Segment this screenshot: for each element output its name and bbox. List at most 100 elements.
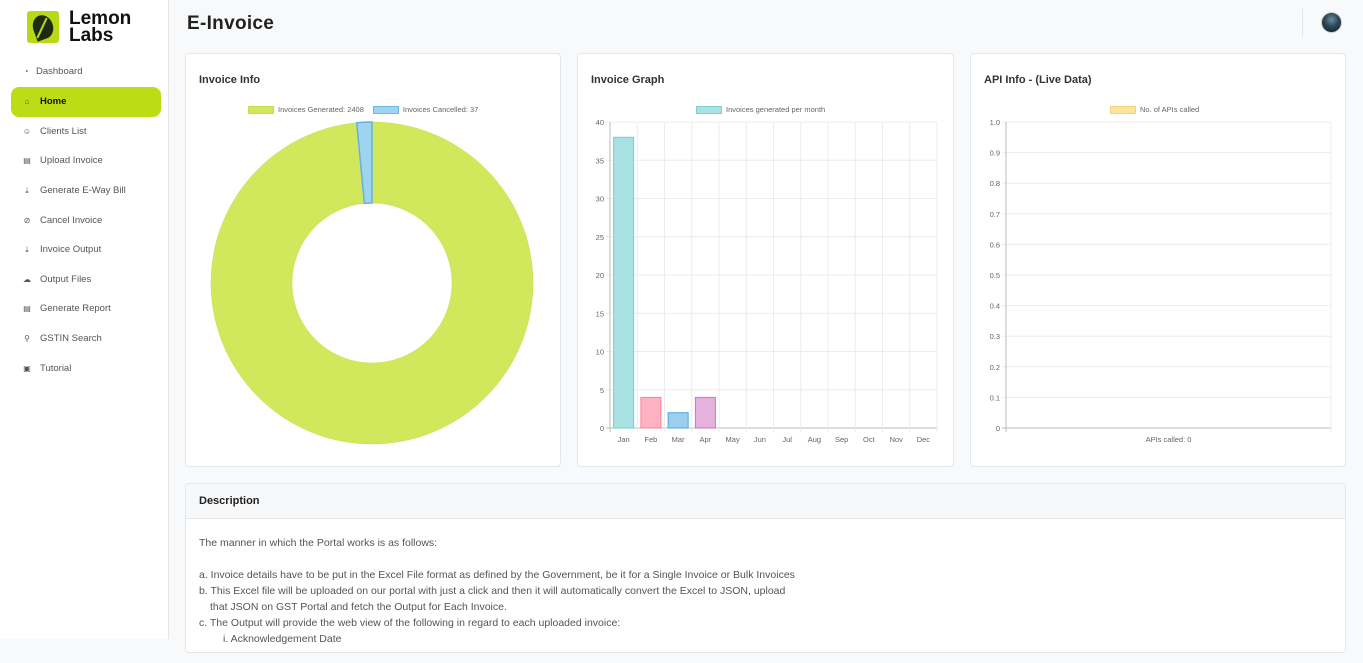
gauge-icon: ◔: [23, 67, 29, 77]
sidebar-item-gstin-search[interactable]: ⚲ GSTIN Search: [11, 324, 161, 354]
x-tick-label: May: [726, 435, 740, 444]
x-tick-label: Oct: [863, 435, 876, 444]
y-tick-label: 0.1: [990, 393, 1000, 402]
x-tick-label: Feb: [644, 435, 657, 444]
sidebar-item-label: Output Files: [40, 273, 92, 285]
y-tick-label: 0.7: [990, 210, 1000, 219]
api-info-card: API Info - (Live Data) No. of APIs calle…: [970, 53, 1346, 467]
legend-label-cancelled: Invoices Cancelled: 37: [402, 105, 479, 114]
chart-legend: No. of APIs called: [1110, 105, 1199, 114]
bar-jan: [613, 136, 635, 429]
x-tick-label: Apr: [700, 435, 712, 444]
x-tick-label: Nov: [889, 435, 903, 444]
y-tick-label: 0.3: [990, 332, 1000, 341]
sidebar-item-label: Dashboard: [36, 66, 83, 78]
card-title: API Info - (Live Data): [984, 74, 1092, 86]
y-tick-label: 0.8: [990, 179, 1000, 188]
invoice-donut-chart: [210, 121, 534, 445]
y-tick-label: 0.5: [990, 271, 1000, 280]
api-bar-chart: 0 0.1 0.2 0.3 0.4 0.5 0.6 0.7 0.8 0.9 1.0 APIs call…: [990, 118, 1332, 444]
sidebar-item-label: Home: [40, 96, 67, 108]
download-icon: ⤓: [25, 185, 29, 195]
y-tick-label: 25: [596, 233, 604, 242]
description-point-a: a. Invoice details have to be put in the…: [199, 569, 795, 581]
sidebar-item-generate-report[interactable]: ▤ Generate Report: [11, 294, 161, 324]
y-tick-label: 0.4: [990, 302, 1000, 311]
bar-apr: [694, 396, 716, 429]
legend-label-generated: Invoices Generated: 2408: [278, 105, 364, 114]
bar-feb: [640, 396, 662, 429]
x-tick-label: Sep: [835, 435, 848, 444]
sidebar-item-cancel-invoice[interactable]: ⊘ Cancel Invoice: [11, 205, 161, 235]
x-tick-label: Mar: [672, 435, 685, 444]
y-tick-label: 20: [596, 271, 604, 280]
invoice-info-card: Invoice Info Invoices Generated: 2408 In…: [185, 53, 561, 467]
card-title: Invoice Graph: [591, 74, 665, 86]
sidebar-item-invoice-output[interactable]: ⤓ Invoice Output: [11, 235, 161, 265]
x-tick-label: APIs called: 0: [1146, 435, 1192, 444]
legend-label: No. of APIs called: [1140, 105, 1200, 114]
page-title: E-Invoice: [187, 13, 275, 34]
sidebar-item-label: Generate Report: [40, 303, 111, 315]
users-icon: ☺: [22, 126, 32, 136]
chart-legend: Invoices Generated: 2408 Invoices Cancel…: [248, 105, 478, 114]
sidebar-item-dashboard[interactable]: ◔ Dashboard: [11, 57, 161, 87]
donut-slice-1: [355, 121, 373, 205]
y-tick-label: 0.9: [990, 149, 1000, 158]
sidebar-item-label: Tutorial: [40, 362, 72, 374]
sidebar-item-label: Clients List: [40, 125, 87, 137]
description-card: Description The manner in which the Port…: [185, 483, 1346, 653]
topbar: E-Invoice: [169, 0, 1363, 50]
brand-name-line2: Labs: [69, 25, 114, 46]
search-icon: ⚲: [24, 334, 30, 344]
legend-label: Invoices generated per month: [726, 105, 826, 114]
legend-swatch[interactable]: [696, 105, 722, 114]
y-tick-label: 5: [600, 386, 604, 395]
y-tick-label: 0: [996, 424, 1000, 433]
file-icon: ▤: [23, 304, 31, 314]
y-tick-label: 0: [600, 424, 604, 433]
sidebar-item-tutorial[interactable]: ▣ Tutorial: [11, 353, 161, 383]
x-tick-label: Jun: [754, 435, 766, 444]
cloud-icon: ☁: [23, 274, 31, 284]
sidebar-item-generate-eway-bill[interactable]: ⤓ Generate E-Way Bill: [11, 176, 161, 206]
topbar-divider: [1302, 9, 1303, 37]
y-tick-label: 15: [596, 309, 604, 318]
sidebar-item-label: Upload Invoice: [40, 155, 103, 167]
description-point-b: b. This Excel file will be uploaded on o…: [199, 585, 786, 597]
y-tick-label: 1.0: [990, 118, 1000, 127]
sidebar-item-upload-invoice[interactable]: ▤ Upload Invoice: [11, 146, 161, 176]
description-title: Description: [186, 484, 1345, 519]
sidebar: Lemon Labs ◔ Dashboard ⌂ Home ☺ Clients Lis…: [0, 0, 169, 639]
invoice-bar-chart: 0 5 10 15 20 25 30 35 40 Jan Feb Mar Apr May Jun Jul Aug…: [596, 118, 938, 444]
brand-name-line1: Lemon: [69, 8, 132, 29]
chart-legend: Invoices generated per month: [696, 105, 825, 114]
description-intro: The manner in which the Portal works is …: [199, 537, 438, 549]
sidebar-item-label: Cancel Invoice: [40, 214, 103, 226]
home-icon: ⌂: [24, 97, 30, 107]
y-tick-label: 0.6: [990, 240, 1000, 249]
x-tick-label: Jul: [782, 435, 792, 444]
brand-logo[interactable]: Lemon Labs: [27, 8, 132, 46]
file-icon: ▤: [23, 156, 31, 166]
legend-swatch-cancelled[interactable]: [372, 105, 399, 114]
legend-swatch-generated[interactable]: [248, 105, 274, 114]
y-tick-label: 40: [596, 118, 604, 127]
sidebar-item-label: Invoice Output: [40, 244, 102, 256]
x-tick-label: Aug: [808, 435, 821, 444]
sidebar-item-clients-list[interactable]: ☺ Clients List: [11, 117, 161, 147]
sidebar-item-label: Generate E-Way Bill: [40, 185, 126, 197]
user-avatar[interactable]: [1321, 12, 1342, 33]
legend-swatch[interactable]: [1110, 105, 1136, 114]
x-tick-label: Jan: [618, 435, 630, 444]
description-body: The manner in which the Portal works is …: [186, 519, 1345, 663]
description-point-c1: i. Acknowledgement Date: [223, 633, 342, 645]
sidebar-nav: ◔ Dashboard ⌂ Home ☺ Clients List ▤ Upload I…: [11, 57, 161, 383]
sidebar-item-label: GSTIN Search: [40, 333, 102, 345]
y-tick-label: 30: [596, 195, 604, 204]
y-tick-label: 0.2: [990, 363, 1000, 372]
bar-mar: [667, 412, 689, 429]
sidebar-item-output-files[interactable]: ☁ Output Files: [11, 265, 161, 295]
sidebar-item-home[interactable]: ⌂ Home: [11, 86, 161, 117]
description-point-b-cont: that JSON on GST Portal and fetch the Ou…: [210, 601, 507, 613]
